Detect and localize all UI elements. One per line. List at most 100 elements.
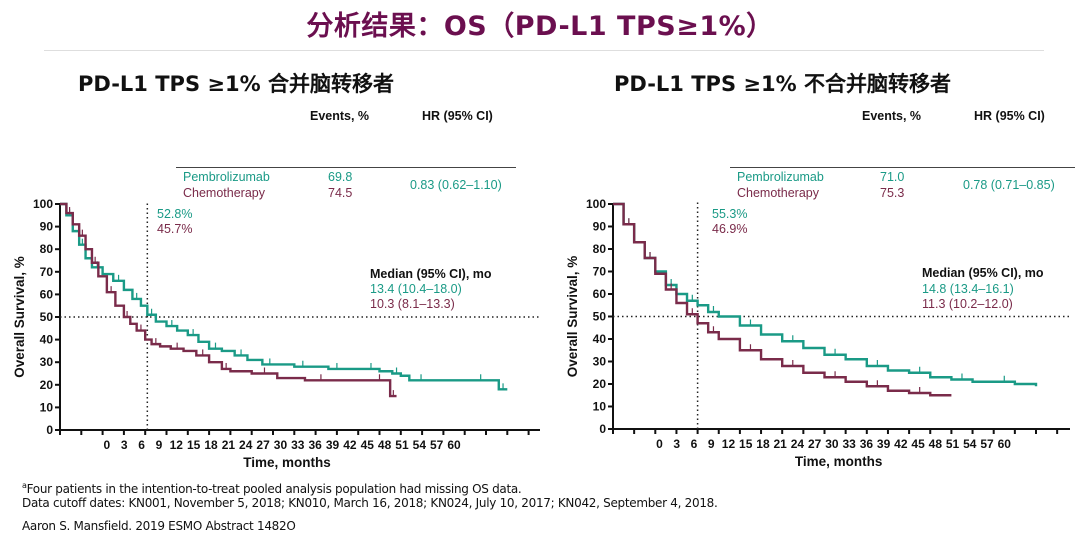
x-tick-label: 3 xyxy=(673,437,680,451)
data-cutoff: Data cutoff dates: KN001, November 5, 20… xyxy=(22,496,718,510)
median-header: Median (95% CI), mo xyxy=(922,266,1044,280)
footnote-text: Four patients in the intention-to-treat … xyxy=(26,482,522,496)
arm-label-pembrolizumab: Pembrolizumab xyxy=(737,170,824,184)
y-tick-label: 0 xyxy=(46,423,53,437)
panel-title-brain-mets: PD-L1 TPS ≥1% 合并脑转移者 xyxy=(78,72,394,96)
landmark-chemotherapy: 46.9% xyxy=(712,222,748,236)
x-axis-title: Time, months xyxy=(243,455,331,470)
y-tick-label: 0 xyxy=(599,422,606,436)
x-tick-label: 45 xyxy=(911,437,925,451)
landmark-chemotherapy: 45.7% xyxy=(157,222,193,236)
median-pembrolizumab: 13.4 (10.4–18.0) xyxy=(370,282,462,296)
y-tick-label: 50 xyxy=(593,310,607,324)
y-tick-label: 100 xyxy=(33,197,53,211)
x-axis-title: Time, months xyxy=(795,454,883,469)
y-tick-label: 60 xyxy=(593,287,607,301)
x-tick-label: 39 xyxy=(326,438,340,452)
page-title: 分析结果：OS（PD-L1 TPS≥1%） xyxy=(306,11,774,42)
x-tick-label: 39 xyxy=(877,437,891,451)
median-chemotherapy: 10.3 (8.1–13.3) xyxy=(370,297,455,311)
table-rule xyxy=(730,167,1075,168)
x-tick-label: 60 xyxy=(447,438,461,452)
y-tick-label: 40 xyxy=(593,332,607,346)
km-curve-chemotherapy xyxy=(613,202,952,397)
x-tick-label: 24 xyxy=(239,438,253,452)
arm-label-chemotherapy: Chemotherapy xyxy=(737,186,819,200)
x-tick-label: 42 xyxy=(894,437,908,451)
median-pembrolizumab: 14.8 (13.4–16.1) xyxy=(922,282,1014,296)
y-tick-label: 30 xyxy=(40,355,54,369)
events-chemotherapy: 74.5 xyxy=(328,186,353,200)
events-pembrolizumab: 71.0 xyxy=(880,170,905,184)
y-tick-label: 10 xyxy=(40,400,54,414)
median-chemotherapy: 11.3 (10.2–12.0) xyxy=(922,297,1013,311)
x-tick-label: 6 xyxy=(138,438,145,452)
x-tick-label: 30 xyxy=(274,438,288,452)
landmark-pembrolizumab: 52.8% xyxy=(157,207,193,221)
events-header: Events, % xyxy=(862,109,922,123)
y-tick-label: 30 xyxy=(593,355,607,369)
landmark-pembrolizumab: 55.3% xyxy=(712,207,748,221)
y-tick-label: 100 xyxy=(586,197,606,211)
x-tick-label: 12 xyxy=(170,438,184,452)
km-curve-pembrolizumab xyxy=(613,202,1038,387)
y-axis-title: Overall Survival, % xyxy=(12,256,27,378)
hr-header: HR (95% CI) xyxy=(422,109,493,123)
hazard-ratio: 0.83 (0.62–1.10) xyxy=(410,178,502,192)
citation: Aaron S. Mansfield. 2019 ESMO Abstract 1… xyxy=(22,519,296,533)
y-tick-label: 20 xyxy=(40,378,54,392)
x-tick-label: 18 xyxy=(204,438,218,452)
x-tick-label: 18 xyxy=(756,437,770,451)
x-tick-label: 21 xyxy=(222,438,236,452)
x-tick-label: 54 xyxy=(413,438,427,452)
hr-header: HR (95% CI) xyxy=(974,109,1045,123)
x-tick-label: 33 xyxy=(842,437,856,451)
x-tick-label: 3 xyxy=(121,438,128,452)
events-header: Events, % xyxy=(310,109,370,123)
x-tick-label: 15 xyxy=(739,437,753,451)
y-tick-label: 40 xyxy=(40,333,54,347)
y-axis-title: Overall Survival, % xyxy=(565,256,580,378)
y-tick-label: 10 xyxy=(593,400,607,414)
title-divider xyxy=(44,50,1044,51)
table-rule xyxy=(176,167,516,168)
x-tick-label: 33 xyxy=(291,438,305,452)
arm-label-pembrolizumab: Pembrolizumab xyxy=(183,170,270,184)
x-tick-label: 9 xyxy=(708,437,715,451)
x-tick-label: 21 xyxy=(774,437,788,451)
x-tick-label: 27 xyxy=(808,437,822,451)
x-tick-label: 36 xyxy=(308,438,322,452)
arm-label-chemotherapy: Chemotherapy xyxy=(183,186,265,200)
y-tick-label: 50 xyxy=(40,310,54,324)
footnote: aFour patients in the intention-to-treat… xyxy=(22,481,522,496)
x-tick-label: 0 xyxy=(656,437,663,451)
y-tick-label: 90 xyxy=(593,220,607,234)
y-tick-label: 80 xyxy=(593,242,607,256)
x-tick-label: 15 xyxy=(187,438,201,452)
x-tick-label: 42 xyxy=(343,438,357,452)
y-tick-label: 80 xyxy=(40,242,54,256)
x-tick-label: 51 xyxy=(946,437,960,451)
y-tick-label: 60 xyxy=(40,287,54,301)
events-chemotherapy: 75.3 xyxy=(880,186,905,200)
y-tick-label: 20 xyxy=(593,377,607,391)
x-tick-label: 12 xyxy=(722,437,736,451)
y-tick-label: 70 xyxy=(593,265,607,279)
x-tick-label: 51 xyxy=(395,438,409,452)
hazard-ratio: 0.78 (0.71–0.85) xyxy=(963,178,1055,192)
x-tick-label: 57 xyxy=(980,437,994,451)
x-tick-label: 27 xyxy=(256,438,270,452)
x-tick-label: 24 xyxy=(791,437,805,451)
x-tick-label: 48 xyxy=(378,438,392,452)
x-tick-label: 60 xyxy=(998,437,1012,451)
x-tick-label: 30 xyxy=(825,437,839,451)
x-tick-label: 36 xyxy=(860,437,874,451)
x-tick-label: 9 xyxy=(156,438,163,452)
footnote-marker: a xyxy=(22,481,27,490)
events-pembrolizumab: 69.8 xyxy=(328,170,353,184)
x-tick-label: 0 xyxy=(104,438,111,452)
y-tick-label: 90 xyxy=(40,220,54,234)
x-tick-label: 57 xyxy=(430,438,444,452)
